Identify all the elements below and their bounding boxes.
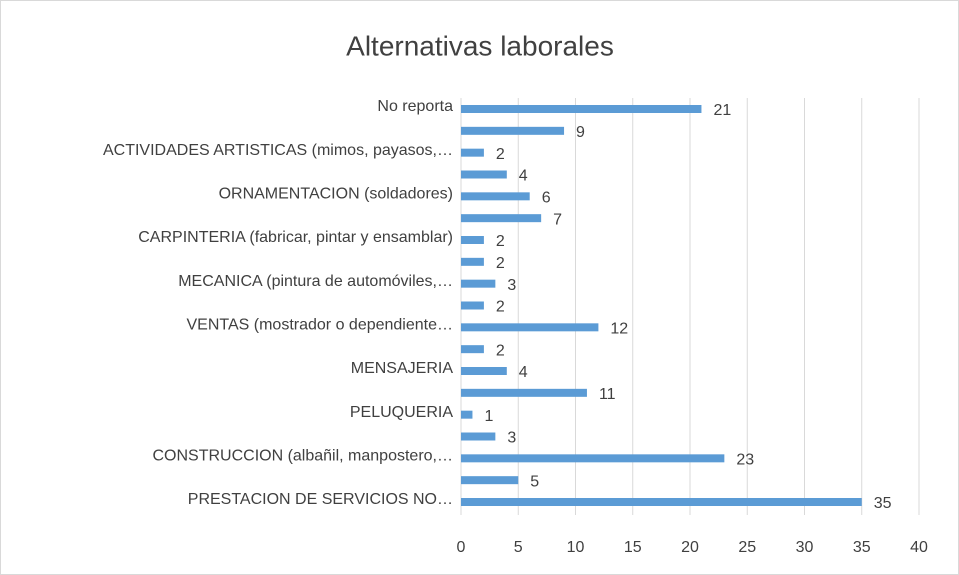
bar: [461, 410, 473, 419]
x-tick-label: 0: [457, 539, 466, 556]
x-tick-label: 15: [624, 539, 642, 556]
bar: [461, 192, 530, 201]
value-label: 11: [599, 386, 616, 403]
x-tick-label: 20: [681, 539, 699, 556]
y-tick-label: ORNAMENTACION (soldadores): [219, 186, 453, 203]
bar: [461, 148, 484, 157]
bar: [461, 432, 496, 441]
x-tick-label: 30: [796, 539, 814, 556]
bar: [461, 498, 862, 506]
y-tick-label: No reporta: [377, 98, 453, 115]
y-tick-label: CARPINTERIA (fabricar, pintar y ensambla…: [138, 229, 453, 246]
value-label: 2: [496, 342, 505, 359]
value-label: 3: [507, 277, 516, 294]
bar: [461, 214, 542, 223]
value-label: 1: [484, 408, 493, 425]
x-tick-label: 25: [738, 539, 756, 556]
value-label: 2: [496, 255, 505, 272]
value-label: 3: [507, 430, 516, 447]
chart-title: Alternativas laborales: [346, 30, 614, 61]
bar: [461, 454, 725, 463]
value-label: 2: [496, 299, 505, 316]
value-label: 6: [542, 190, 551, 207]
y-tick-label: MECANICA (pintura de automóviles,…: [178, 273, 453, 290]
value-label: 7: [553, 211, 562, 228]
x-tick-label: 5: [514, 539, 523, 556]
bar: [461, 236, 484, 244]
value-label: 4: [519, 364, 528, 381]
x-tick-label: 35: [853, 539, 871, 556]
bar: [461, 323, 599, 332]
y-tick-label: MENSAJERIA: [351, 360, 454, 377]
bar: [461, 476, 519, 485]
bar: [461, 279, 496, 288]
bar: [461, 257, 484, 266]
value-label: 2: [496, 146, 505, 163]
value-label: 5: [530, 473, 539, 490]
bar: [461, 367, 507, 375]
value-label: 9: [576, 124, 585, 141]
bar: [461, 170, 507, 179]
value-label: 2: [496, 233, 505, 250]
bar: [461, 388, 587, 397]
y-tick-label: PELUQUERIA: [350, 404, 453, 421]
value-label: 23: [736, 452, 754, 469]
bar: [461, 301, 484, 310]
y-tick-label: CONSTRUCCION (albañil, manpostero,…: [152, 448, 453, 465]
value-label: 4: [519, 168, 528, 185]
y-tick-label: VENTAS (mostrador o dependiente…: [187, 317, 454, 334]
value-label: 12: [610, 321, 628, 338]
value-label: 21: [713, 102, 731, 119]
y-tick-label: ACTIVIDADES ARTISTICAS (mimos, payasos,…: [103, 142, 453, 159]
x-tick-label: 40: [910, 539, 928, 556]
bar: [461, 126, 565, 135]
y-tick-label: PRESTACION DE SERVICIOS NO…: [188, 491, 453, 508]
value-label: 35: [874, 495, 892, 512]
bar: [461, 105, 702, 113]
bar: [461, 345, 484, 354]
x-tick-label: 10: [567, 539, 585, 556]
